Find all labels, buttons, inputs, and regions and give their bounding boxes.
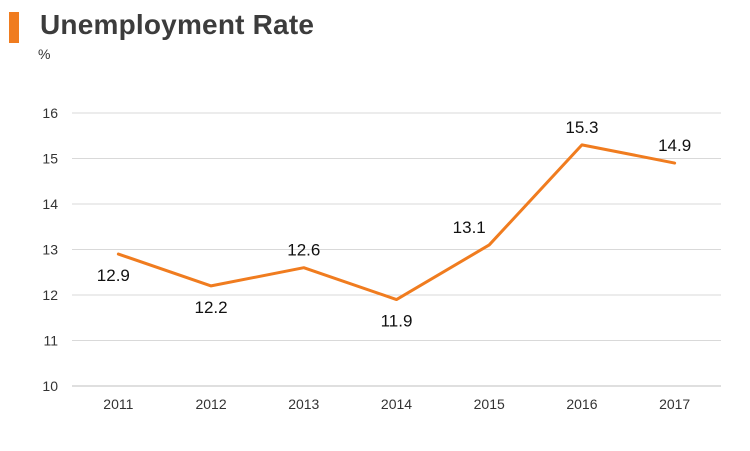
data-label: 13.1 <box>453 218 486 237</box>
x-tick-label: 2017 <box>659 396 690 412</box>
data-label: 12.9 <box>97 266 130 285</box>
y-axis-ticks: 10 11 12 13 14 15 16 <box>42 105 58 394</box>
data-label: 12.6 <box>287 241 320 260</box>
series-line <box>116 143 677 302</box>
x-tick-label: 2011 <box>103 396 133 412</box>
y-tick-label: 14 <box>42 196 58 212</box>
x-axis-ticks: 2011 2012 2013 2014 2015 2016 2017 <box>103 396 690 412</box>
y-axis-unit-label: % <box>38 46 51 62</box>
data-label: 11.9 <box>381 312 413 331</box>
data-label: 15.3 <box>565 118 598 137</box>
x-tick-label: 2016 <box>566 396 597 412</box>
x-tick-label: 2014 <box>381 396 412 412</box>
series-line-layer <box>116 143 677 302</box>
x-tick-label: 2013 <box>288 396 319 412</box>
y-tick-label: 12 <box>42 287 58 303</box>
data-label: 14.9 <box>658 136 691 155</box>
data-label: 12.2 <box>195 298 228 317</box>
y-tick-label: 13 <box>42 242 58 258</box>
x-tick-label: 2012 <box>195 396 226 412</box>
x-tick-label: 2015 <box>474 396 505 412</box>
y-tick-label: 11 <box>43 333 58 349</box>
gridlines <box>72 112 721 387</box>
data-labels: 12.9 12.2 12.6 11.9 13.1 15.3 14.9 <box>97 118 691 331</box>
y-tick-label: 16 <box>42 105 58 121</box>
title-accent-bar <box>9 12 19 43</box>
chart-title: Unemployment Rate <box>40 9 315 40</box>
y-tick-label: 15 <box>42 151 58 167</box>
y-tick-label: 10 <box>42 378 58 394</box>
